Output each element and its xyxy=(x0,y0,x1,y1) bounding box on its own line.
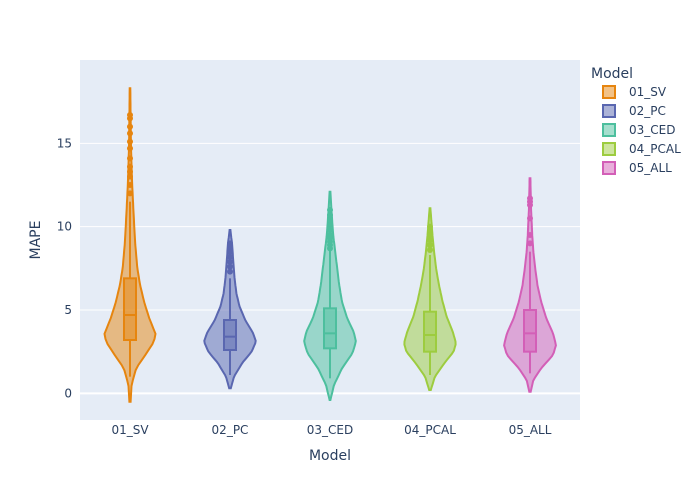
legend-label: 01_SV xyxy=(629,85,667,99)
outlier-point xyxy=(327,212,333,218)
outlier-point xyxy=(427,247,433,253)
outlier-point xyxy=(427,223,433,230)
outlier-point xyxy=(227,248,233,255)
outlier-point xyxy=(327,232,333,238)
y-tick-labels: 0 5 10 15 xyxy=(57,136,72,400)
outlier-point xyxy=(127,145,133,152)
violin-05_ALL[interactable] xyxy=(503,177,557,393)
outlier-point xyxy=(527,232,533,238)
box-iqr xyxy=(523,309,537,353)
x-axis-title: Model xyxy=(309,448,351,464)
outlier-point xyxy=(327,222,333,228)
outlier-point xyxy=(527,240,533,247)
legend-item-02_PC[interactable]: 02_PC xyxy=(602,104,666,118)
violin-01_SV[interactable] xyxy=(103,87,157,403)
outlier-point xyxy=(227,253,233,260)
box-iqr xyxy=(223,319,237,351)
outlier-point xyxy=(327,217,333,223)
x-tick-labels: 01_SV 02_PC 03_CED 04_PCAL 05_ALL xyxy=(111,423,551,437)
outlier-point xyxy=(227,240,233,247)
violin-04_PCAL[interactable] xyxy=(403,207,457,391)
legend[interactable]: Model 01_SV 02_PC 03_CED 04_PCAL 05_ALL xyxy=(591,66,681,175)
legend-swatch xyxy=(602,142,616,156)
outlier-point xyxy=(127,155,133,162)
outlier-point xyxy=(127,182,133,188)
x-tick-label: 05_ALL xyxy=(509,423,552,437)
outlier-point xyxy=(327,227,333,233)
x-tick-label: 04_PCAL xyxy=(404,423,456,437)
outlier-point xyxy=(127,112,133,118)
outlier-point xyxy=(227,263,233,270)
box-iqr xyxy=(323,307,337,350)
legend-title: Model xyxy=(591,66,633,82)
violin-series-group xyxy=(103,87,557,403)
x-tick-label: 03_CED xyxy=(307,423,353,437)
legend-item-04_PCAL[interactable]: 04_PCAL xyxy=(602,142,681,156)
violin-03_CED[interactable] xyxy=(303,190,357,401)
x-tick-label: 02_PC xyxy=(212,423,249,437)
legend-label: 04_PCAL xyxy=(629,142,681,156)
outlier-point xyxy=(227,268,233,275)
box-iqr xyxy=(123,277,137,342)
outlier-point xyxy=(127,173,133,180)
legend-item-01_SV[interactable]: 01_SV xyxy=(602,85,667,99)
violin-02_PC[interactable] xyxy=(203,229,257,390)
outlier-point xyxy=(127,190,133,197)
legend-label: 02_PC xyxy=(629,104,666,118)
legend-label: 03_CED xyxy=(629,123,675,137)
legend-label: 05_ALL xyxy=(629,161,672,175)
outlier-point xyxy=(127,130,133,137)
outlier-point xyxy=(127,163,133,170)
legend-swatch xyxy=(602,104,616,118)
legend-item-05_ALL[interactable]: 05_ALL xyxy=(602,161,672,175)
y-tick-label: 15 xyxy=(57,136,72,150)
legend-swatch xyxy=(602,123,616,137)
y-tick-label: 10 xyxy=(57,220,72,234)
outlier-point xyxy=(327,207,333,213)
outlier-point xyxy=(427,242,433,248)
outlier-point xyxy=(227,258,233,265)
legend-swatch xyxy=(602,85,616,99)
x-tick-label: 01_SV xyxy=(111,423,149,437)
box-iqr xyxy=(423,310,437,353)
outlier-point xyxy=(127,138,133,145)
outlier-point xyxy=(127,168,133,175)
legend-item-03_CED[interactable]: 03_CED xyxy=(602,123,675,137)
outlier-point xyxy=(427,237,433,243)
y-tick-label: 0 xyxy=(64,386,72,400)
outlier-point xyxy=(527,195,533,202)
outlier-point xyxy=(127,123,133,130)
y-tick-label: 5 xyxy=(64,303,72,317)
y-axis-title: MAPE xyxy=(28,221,44,260)
legend-swatch xyxy=(602,161,616,175)
outlier-point xyxy=(427,232,433,238)
outlier-point xyxy=(527,215,533,222)
